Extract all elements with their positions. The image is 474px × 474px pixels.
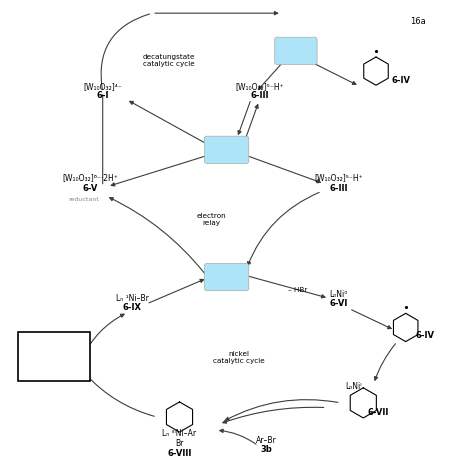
FancyBboxPatch shape <box>275 37 317 64</box>
Text: – HBr: – HBr <box>288 287 307 293</box>
Text: Lₙ ¹Ni–Br: Lₙ ¹Ni–Br <box>116 294 149 303</box>
Text: Ar: Ar <box>70 346 79 355</box>
Text: [W₁₀O₃₂]⁶⁻·2H⁺: [W₁₀O₃₂]⁶⁻·2H⁺ <box>62 173 118 182</box>
Text: 6-IV: 6-IV <box>416 331 435 340</box>
Text: 6-VII: 6-VII <box>368 408 389 417</box>
Text: 16a: 16a <box>410 17 426 26</box>
Text: [W₁₀O₃₂]⁵⁻H⁺: [W₁₀O₃₂]⁵⁻H⁺ <box>235 82 284 91</box>
Text: 6-VIII: 6-VIII <box>167 449 191 458</box>
Text: 6-VI: 6-VI <box>329 300 347 309</box>
Text: reductant: reductant <box>68 197 99 202</box>
Text: Lₙ ᴵᴵᴵNi–Ar: Lₙ ᴵᴵᴵNi–Ar <box>163 429 197 438</box>
Text: SET: SET <box>217 272 237 282</box>
Text: 6-III: 6-III <box>250 91 269 100</box>
Text: LₙNi⁰: LₙNi⁰ <box>329 290 347 299</box>
FancyBboxPatch shape <box>18 332 91 381</box>
FancyBboxPatch shape <box>204 136 249 164</box>
Text: Br: Br <box>175 439 184 448</box>
Text: nickel
catalytic cycle: nickel catalytic cycle <box>213 351 265 364</box>
Text: [W₁₀O₃₂]⁵⁻H⁺: [W₁₀O₃₂]⁵⁻H⁺ <box>314 173 363 182</box>
Text: 6-IV: 6-IV <box>392 76 410 85</box>
Text: 6-IX: 6-IX <box>123 303 142 312</box>
Text: 3b: 3b <box>261 446 273 455</box>
Text: electron
relay: electron relay <box>196 213 226 226</box>
Text: HAT: HAT <box>285 46 307 56</box>
Text: LₙNiᴵ: LₙNiᴵ <box>346 383 362 392</box>
Text: 6-V: 6-V <box>82 184 98 193</box>
Text: Ar–Br: Ar–Br <box>256 436 277 445</box>
Text: 6-I: 6-I <box>96 91 109 100</box>
Text: decatungstate
catalytic cycle: decatungstate catalytic cycle <box>142 54 195 67</box>
FancyBboxPatch shape <box>204 264 249 291</box>
Text: [W₁₀O₃₂]⁴⁻: [W₁₀O₃₂]⁴⁻ <box>83 82 122 91</box>
Text: 6-III: 6-III <box>329 184 347 193</box>
Text: SET: SET <box>217 145 237 155</box>
Text: 17a: 17a <box>46 369 63 378</box>
